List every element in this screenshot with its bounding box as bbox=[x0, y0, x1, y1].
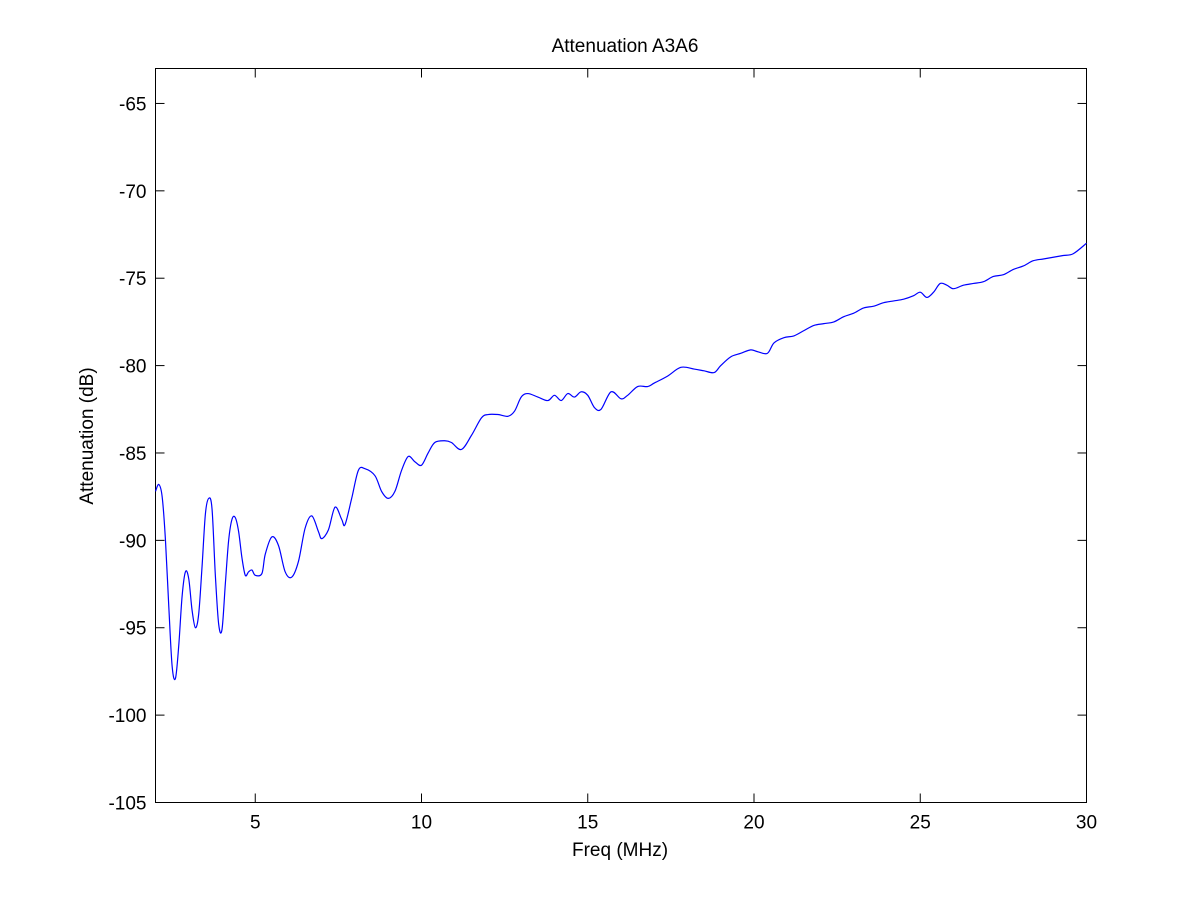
y-tick-label: -95 bbox=[119, 619, 146, 640]
y-tick-label: -75 bbox=[119, 269, 146, 290]
y-axis: -65 -70 -75 -80 -85 -90 -95 -100 -105 bbox=[108, 94, 1087, 815]
x-tick-label: 25 bbox=[910, 813, 931, 834]
y-axis-label: Attenuation (dB) bbox=[77, 367, 98, 504]
y-tick-label: -90 bbox=[119, 531, 146, 552]
plot-area-frame bbox=[155, 68, 1087, 803]
y-tick-label: -70 bbox=[119, 182, 146, 203]
y-tick-label: -105 bbox=[108, 794, 146, 815]
x-tick-label: 10 bbox=[411, 813, 432, 834]
y-tick-label: -80 bbox=[119, 357, 146, 378]
x-tick-label: 15 bbox=[577, 813, 598, 834]
x-axis: 5 10 15 20 25 30 bbox=[250, 68, 1097, 834]
x-tick-label: 20 bbox=[743, 813, 764, 834]
y-tick-label: -85 bbox=[119, 444, 146, 465]
chart-title: Attenuation A3A6 bbox=[552, 36, 699, 57]
y-tick-label: -100 bbox=[108, 706, 146, 727]
attenuation-series-line bbox=[154, 242, 1087, 681]
x-tick-label: 30 bbox=[1076, 813, 1097, 834]
x-tick-label: 5 bbox=[250, 813, 261, 834]
y-tick-label: -65 bbox=[119, 94, 146, 115]
x-axis-label: Freq (MHz) bbox=[572, 840, 668, 861]
